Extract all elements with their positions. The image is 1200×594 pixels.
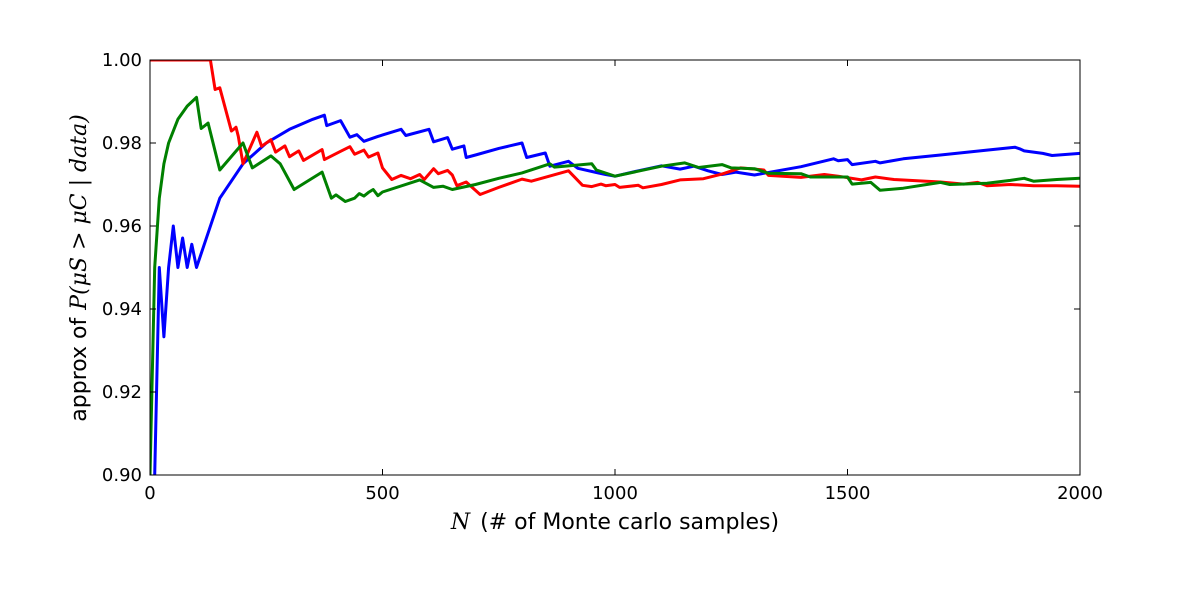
- y-axis-label: approx of P(μS > μC | data): [67, 114, 92, 421]
- series-line-3: [150, 95, 1080, 475]
- y-tick-label: 0.92: [102, 382, 142, 403]
- y-tick-label: 0.94: [102, 299, 142, 320]
- series-group: [150, 60, 1080, 475]
- series-line-1: [153, 113, 1080, 475]
- ticks-group: 0 500 1000 1500 2000 0.90 0.92 0.94 0.96 0.98 1.00: [102, 50, 1103, 504]
- x-axis-label-math: N: [450, 510, 471, 535]
- x-axis-label: N (# of Monte carlo samples): [450, 510, 779, 535]
- x-tick-label: 500: [365, 483, 399, 504]
- x-tick-label: 1000: [592, 483, 638, 504]
- y-axis-label-text: approx of: [67, 316, 92, 421]
- x-axis-label-text: (# of Monte carlo samples): [480, 510, 779, 535]
- y-tick-label: 1.00: [102, 50, 142, 71]
- y-axis-label-math: P(μS > μC | data): [67, 114, 92, 310]
- y-tick-label: 0.96: [102, 216, 142, 237]
- x-tick-label: 2000: [1057, 483, 1103, 504]
- y-tick-label: 0.98: [102, 133, 142, 154]
- x-tick-label: 1500: [825, 483, 871, 504]
- x-tick-label: 0: [144, 483, 155, 504]
- y-tick-label: 0.90: [102, 465, 142, 486]
- series-line-2: [150, 60, 1080, 196]
